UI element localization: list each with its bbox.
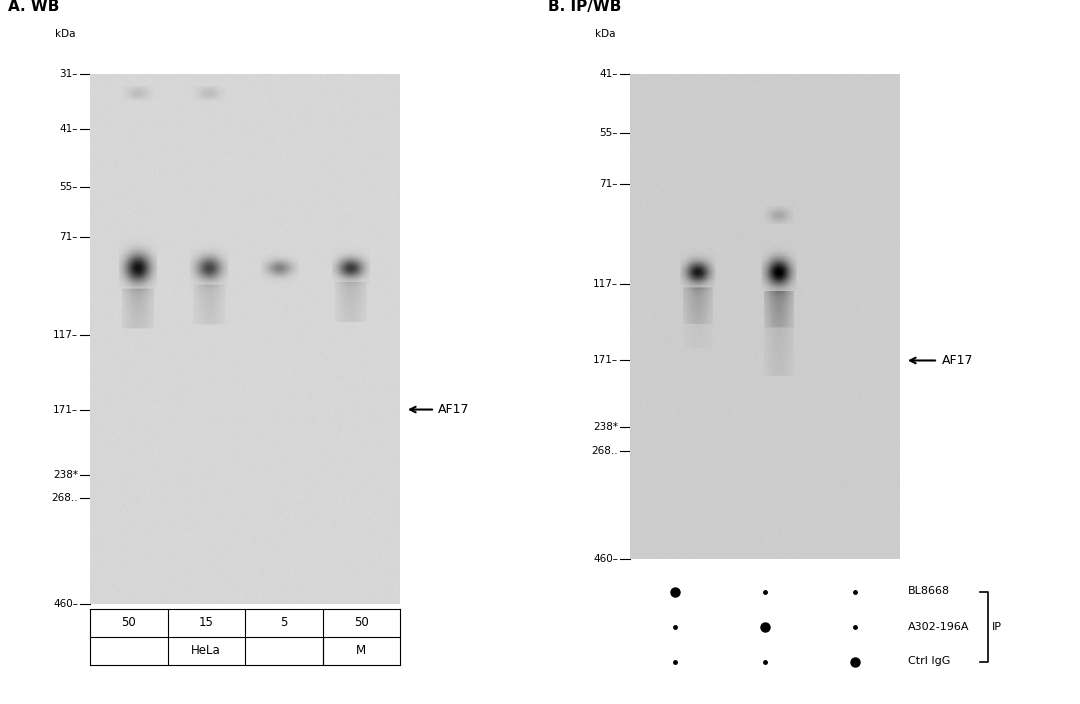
- Text: 50: 50: [354, 617, 368, 629]
- Text: IP: IP: [993, 622, 1002, 631]
- Text: 50: 50: [121, 617, 136, 629]
- Text: 460–: 460–: [53, 599, 78, 609]
- Text: 171–: 171–: [53, 405, 78, 415]
- Text: 31–: 31–: [59, 69, 78, 79]
- Text: 117–: 117–: [593, 279, 618, 289]
- Text: 460–: 460–: [593, 554, 618, 564]
- Text: 41–: 41–: [599, 69, 618, 79]
- Text: 71–: 71–: [599, 179, 618, 189]
- Text: 171–: 171–: [593, 356, 618, 365]
- Text: 15: 15: [199, 617, 214, 629]
- Text: M: M: [356, 644, 366, 658]
- Text: BL8668: BL8668: [908, 586, 950, 596]
- Text: 238*: 238*: [593, 422, 618, 432]
- Text: 238*: 238*: [53, 470, 78, 479]
- Text: AF17: AF17: [942, 354, 973, 367]
- Text: kDa: kDa: [54, 29, 75, 39]
- Text: 268..: 268..: [592, 446, 618, 455]
- Text: 55–: 55–: [59, 182, 78, 191]
- Text: A. WB: A. WB: [8, 0, 59, 14]
- Text: AF17: AF17: [438, 403, 470, 416]
- Text: B. IP/WB: B. IP/WB: [548, 0, 621, 14]
- Text: Ctrl IgG: Ctrl IgG: [908, 657, 950, 667]
- Text: 71–: 71–: [59, 232, 78, 242]
- Text: kDa: kDa: [594, 29, 615, 39]
- Text: A302-196A: A302-196A: [908, 622, 970, 631]
- Text: 41–: 41–: [59, 124, 78, 134]
- Text: 268..: 268..: [52, 493, 78, 503]
- Text: 55–: 55–: [599, 128, 618, 138]
- Text: 117–: 117–: [53, 330, 78, 340]
- Text: 5: 5: [280, 617, 287, 629]
- Text: HeLa: HeLa: [191, 644, 221, 658]
